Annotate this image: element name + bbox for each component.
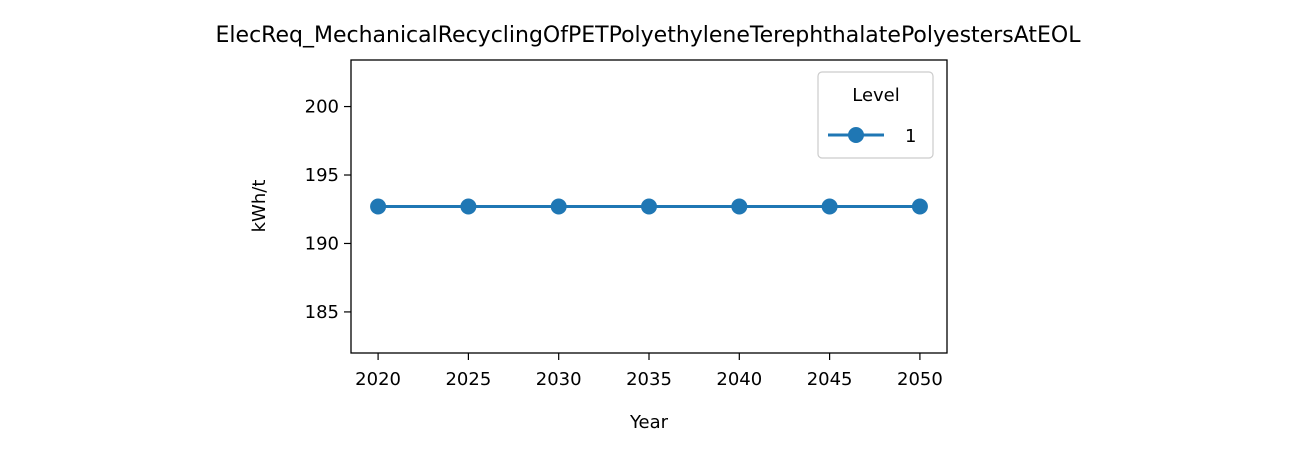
x-tick-label: 2050: [897, 369, 943, 390]
x-axis-label: Year: [629, 412, 669, 433]
data-point: [550, 198, 567, 215]
x-tick-label: 2035: [626, 369, 672, 390]
x-axis: 2020 2025 2030 2035 2040 2045 2050: [355, 353, 943, 390]
series-group: [370, 198, 928, 215]
x-tick-label: 2020: [355, 369, 401, 390]
data-point: [821, 198, 838, 215]
legend-entry-1: 1: [905, 126, 916, 147]
y-tick-label: 200: [305, 97, 339, 118]
y-tick-label: 190: [305, 233, 339, 254]
y-axis-label: kWh/t: [249, 180, 270, 233]
y-axis: 185 190 195 200: [305, 97, 351, 323]
x-tick-label: 2040: [716, 369, 762, 390]
y-tick-label: 195: [305, 165, 339, 186]
data-point: [641, 198, 657, 215]
data-point: [460, 198, 477, 215]
data-point: [731, 198, 748, 215]
plot-area: 2020 2025 2030 2035 2040 2045 2050 185 190 195 20…: [305, 59, 948, 390]
x-tick-label: 2030: [536, 369, 582, 390]
chart-title: ElecReq_MechanicalRecyclingOfPETPolyethy…: [216, 23, 1082, 48]
x-tick-label: 2045: [807, 369, 853, 390]
legend-title: Level: [852, 85, 900, 106]
y-tick-label: 185: [305, 302, 339, 323]
legend: Level 1: [817, 71, 934, 159]
data-point: [370, 198, 387, 215]
legend-marker-1: [848, 127, 864, 143]
data-point: [911, 198, 928, 215]
x-tick-label: 2025: [445, 369, 491, 390]
